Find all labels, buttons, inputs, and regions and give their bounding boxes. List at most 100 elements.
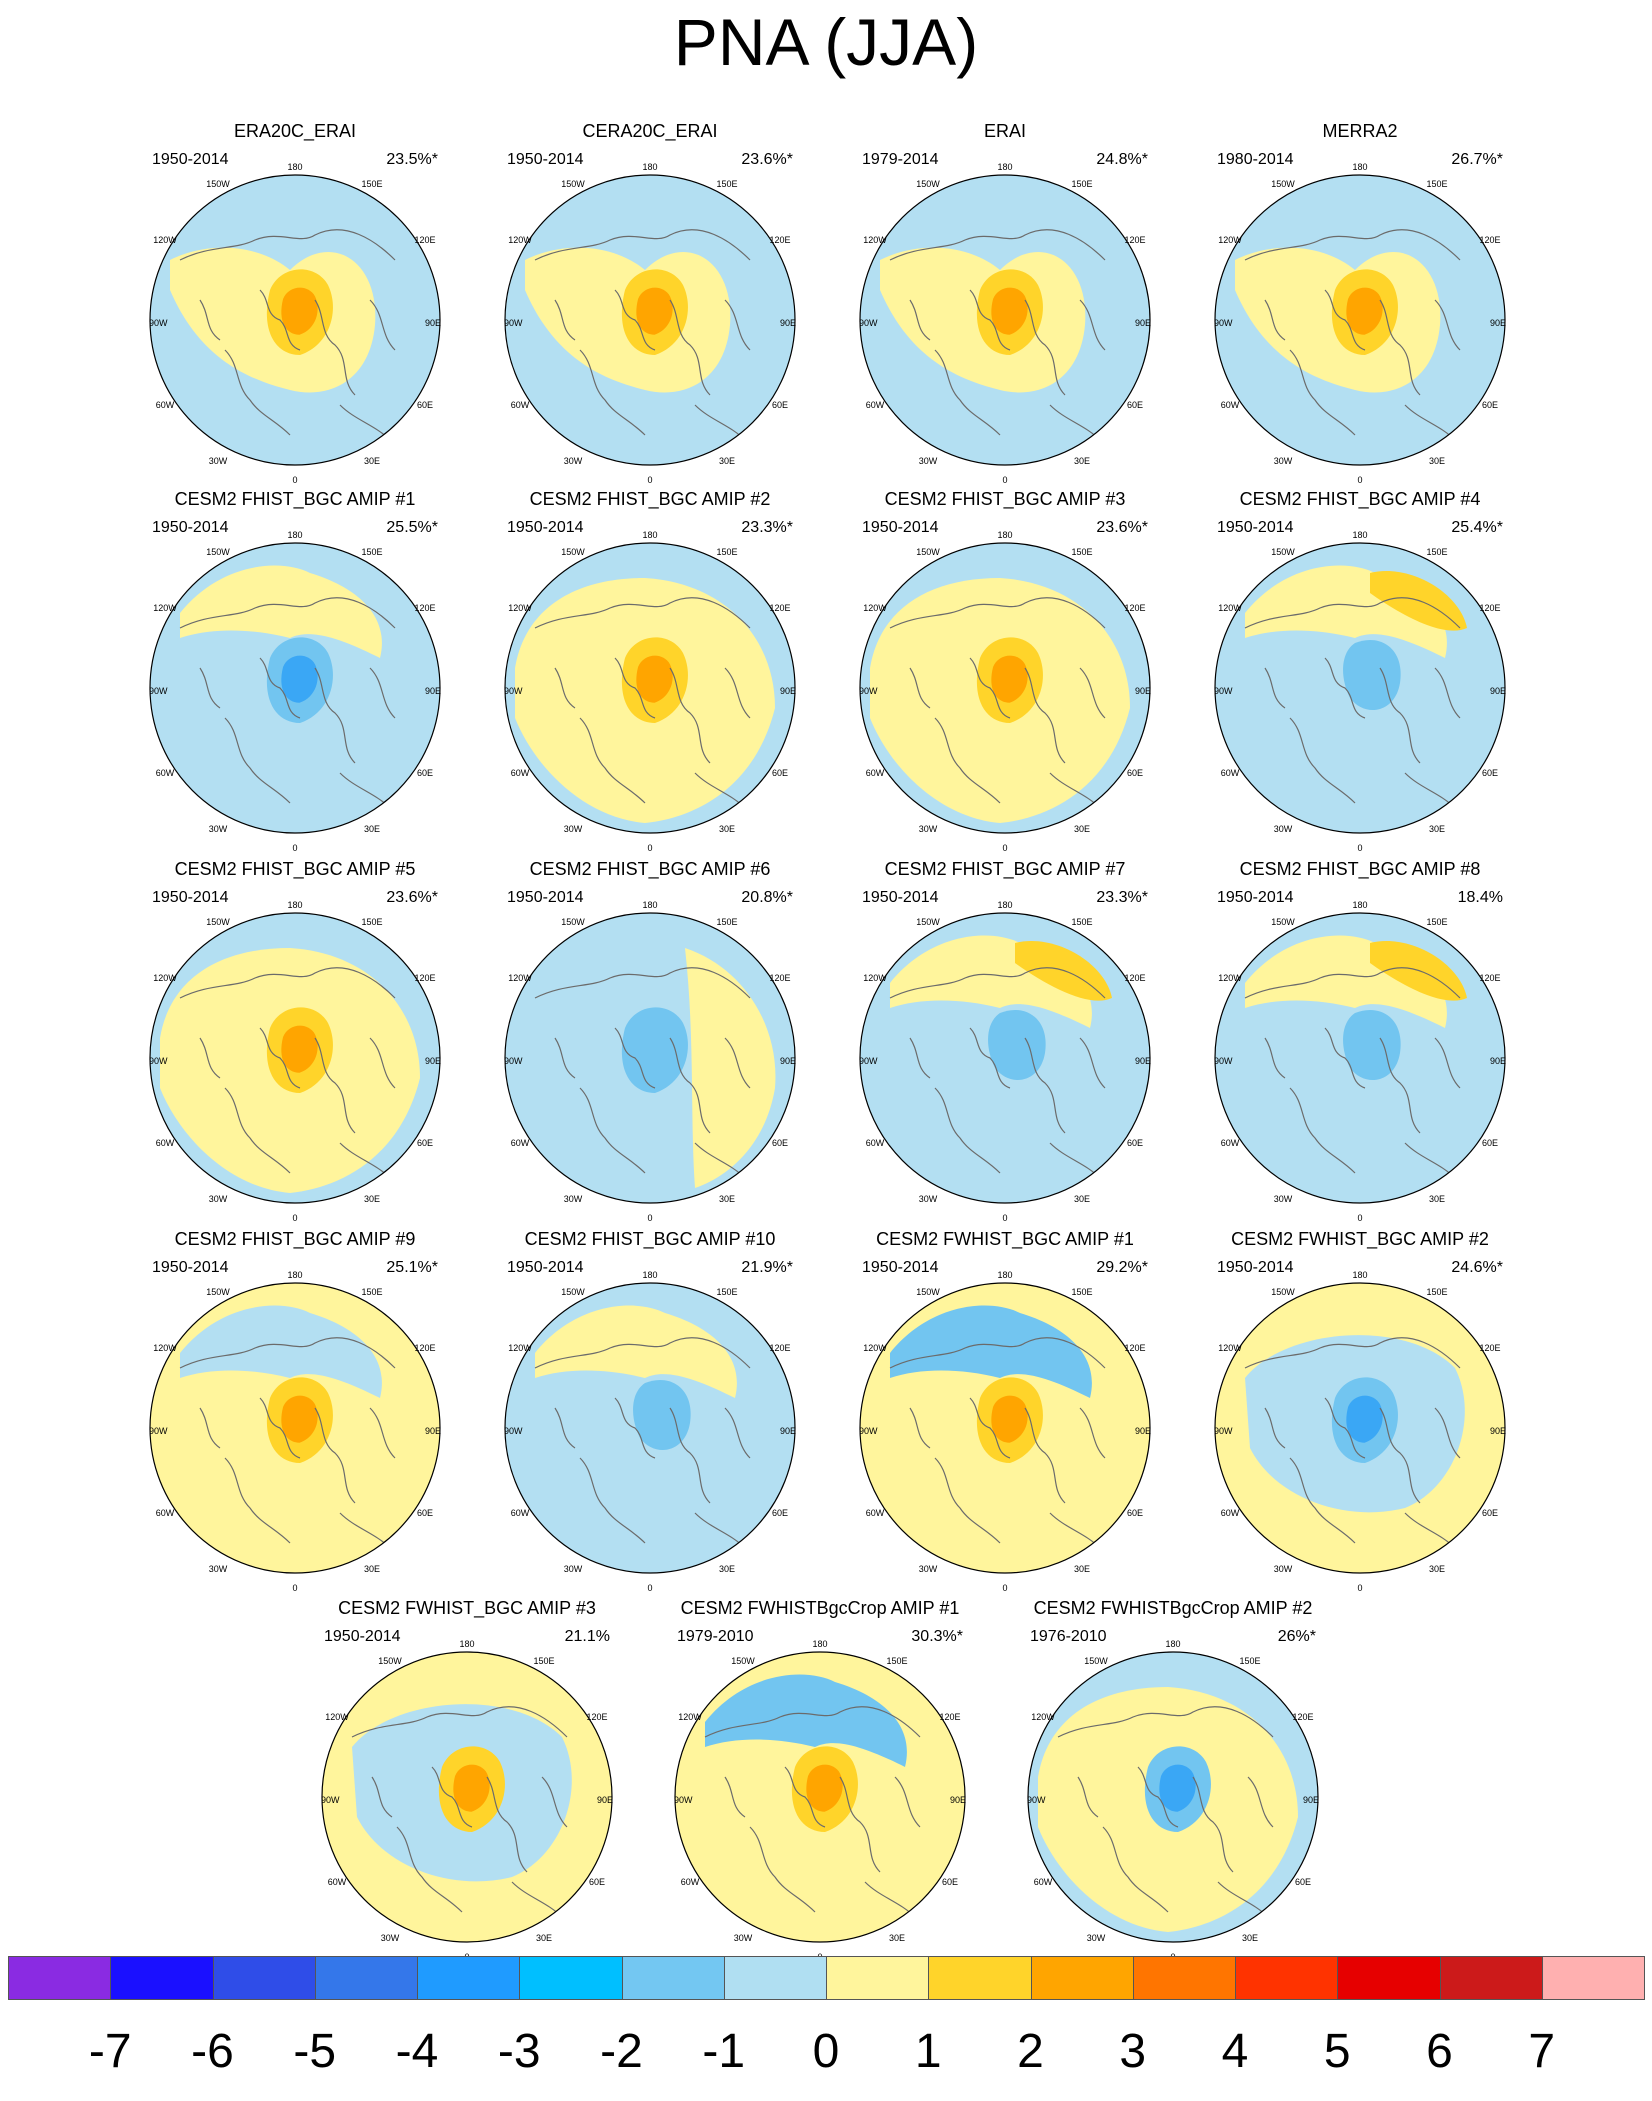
longitude-label: 60W bbox=[156, 400, 175, 410]
longitude-label: 150E bbox=[1426, 1287, 1447, 1297]
coastline bbox=[1289, 717, 1356, 804]
coastline bbox=[199, 1037, 221, 1079]
panel-variance: 23.6%* bbox=[386, 889, 438, 906]
coastline bbox=[179, 1337, 396, 1369]
coastline bbox=[1244, 597, 1461, 629]
panel-variance: 21.9%* bbox=[741, 1259, 793, 1276]
longitude-label: 60E bbox=[589, 1877, 605, 1887]
coastline bbox=[1434, 299, 1461, 351]
anomaly-contour bbox=[636, 287, 673, 335]
panel-period: 1950-2014 bbox=[862, 519, 939, 536]
longitude-label: 0 bbox=[1357, 843, 1362, 853]
longitude-label: 120E bbox=[1479, 973, 1500, 983]
panel-title: CESM2 FWHIST_BGC AMIP #1 bbox=[876, 1229, 1134, 1249]
colorbar-tick-label: -7 bbox=[88, 2025, 132, 2078]
polar-map: 180 150W 150E 120W 120E 90W 90E 60W 60E 30W 30E 0 bbox=[149, 1270, 441, 1593]
longitude-label: 150E bbox=[533, 1656, 554, 1666]
longitude-label: 180 bbox=[287, 1270, 302, 1280]
longitude-label: 90W bbox=[504, 686, 523, 696]
coastline bbox=[314, 299, 356, 396]
polar-map: 180 150W 150E 120W 120E 90W 90E 60W 60E 30W 30E 0 bbox=[1214, 530, 1506, 853]
map-border bbox=[1214, 1282, 1506, 1574]
longitude-label: 90W bbox=[859, 1056, 878, 1066]
longitude-label: 150W bbox=[206, 917, 230, 927]
coastline bbox=[224, 717, 291, 804]
longitude-label: 30E bbox=[364, 824, 380, 834]
map-border bbox=[1214, 912, 1506, 1204]
colorbar-swatch bbox=[110, 1956, 214, 2000]
longitude-label: 60E bbox=[1482, 768, 1498, 778]
longitude-label: 120W bbox=[863, 1343, 887, 1353]
longitude-label: 90E bbox=[780, 1426, 796, 1436]
longitude-label: 120W bbox=[863, 603, 887, 613]
coastline bbox=[1434, 667, 1461, 719]
coastline bbox=[669, 667, 711, 764]
longitude-label: 120W bbox=[508, 1343, 532, 1353]
longitude-label: 180 bbox=[1352, 1270, 1367, 1280]
panel-variance: 21.1% bbox=[564, 1628, 610, 1645]
coastline bbox=[889, 967, 1106, 999]
coastline bbox=[224, 1087, 291, 1174]
coastline bbox=[314, 1407, 356, 1504]
coastline bbox=[1434, 1037, 1461, 1089]
panel-variance: 23.6%* bbox=[741, 151, 793, 168]
coastline bbox=[179, 967, 396, 999]
panel-title: CERA20C_ERAI bbox=[582, 121, 718, 141]
longitude-label: 30E bbox=[1074, 824, 1090, 834]
anomaly-contour bbox=[890, 1305, 1092, 1398]
coastline bbox=[179, 597, 396, 629]
coastline bbox=[369, 299, 396, 351]
longitude-label: 0 bbox=[1002, 475, 1007, 485]
longitude-label: 30E bbox=[1074, 1564, 1090, 1574]
coastline bbox=[1244, 967, 1461, 999]
coastline bbox=[369, 1037, 396, 1089]
longitude-label: 150E bbox=[1239, 1656, 1260, 1666]
longitude-label: 90E bbox=[425, 686, 441, 696]
longitude-label: 90W bbox=[1214, 1426, 1233, 1436]
panel-variance: 25.1%* bbox=[386, 1259, 438, 1276]
longitude-label: 120W bbox=[1218, 603, 1242, 613]
anomaly-contour bbox=[621, 1007, 688, 1093]
map-border bbox=[504, 912, 796, 1204]
longitude-label: 150W bbox=[731, 1656, 755, 1666]
coastline bbox=[1379, 299, 1421, 396]
panel-title: CESM2 FHIST_BGC AMIP #7 bbox=[884, 859, 1126, 879]
longitude-label: 180 bbox=[642, 162, 657, 172]
panel-variance: 26.7%* bbox=[1451, 151, 1503, 168]
coastline bbox=[724, 667, 751, 719]
coastline bbox=[259, 289, 301, 351]
longitude-label: 90W bbox=[859, 318, 878, 328]
coastline bbox=[224, 349, 291, 436]
longitude-label: 60E bbox=[1482, 1138, 1498, 1148]
polar-map: 180 150W 150E 120W 120E 90W 90E 60W 60E 30W 30E 0 bbox=[504, 1270, 796, 1593]
map-panel: CESM2 FHIST_BGC AMIP #10 180 150W 150E 120W 1… bbox=[495, 1228, 805, 1608]
longitude-label: 150E bbox=[1426, 547, 1447, 557]
panel-variance: 25.5%* bbox=[386, 519, 438, 536]
longitude-label: 150E bbox=[1071, 917, 1092, 927]
panel-title: CESM2 FWHIST_BGC AMIP #3 bbox=[338, 1598, 596, 1618]
map-border bbox=[149, 912, 441, 1204]
colorbar-swatch bbox=[8, 1956, 112, 2000]
longitude-label: 60W bbox=[866, 1508, 885, 1518]
panel-title: CESM2 FWHISTBgcCrop AMIP #1 bbox=[680, 1598, 960, 1618]
coastline bbox=[1024, 299, 1066, 396]
coastline bbox=[1024, 1407, 1066, 1504]
longitude-label: 90W bbox=[149, 1056, 168, 1066]
longitude-label: 90E bbox=[1490, 1426, 1506, 1436]
polar-map: 180 150W 150E 120W 120E 90W 90E 60W 60E 30W 30E 0 bbox=[859, 162, 1151, 485]
map-border bbox=[1214, 542, 1506, 834]
longitude-label: 60E bbox=[417, 1138, 433, 1148]
map-panel: CESM2 FWHIST_BGC AMIP #2 180 150W 150E 120W 1… bbox=[1205, 1228, 1515, 1608]
longitude-label: 150E bbox=[716, 547, 737, 557]
map-border bbox=[504, 542, 796, 834]
longitude-label: 30W bbox=[1274, 1194, 1293, 1204]
longitude-label: 60E bbox=[1482, 400, 1498, 410]
longitude-label: 150E bbox=[886, 1656, 907, 1666]
map-panel: CESM2 FWHISTBgcCrop AMIP #1 180 150W 150E 12… bbox=[665, 1597, 975, 1977]
longitude-label: 0 bbox=[1357, 475, 1362, 485]
coastline bbox=[199, 667, 221, 709]
anomaly-contour bbox=[281, 287, 318, 335]
longitude-label: 60E bbox=[772, 400, 788, 410]
longitude-label: 90W bbox=[859, 686, 878, 696]
colorbar-tick-label: 4 bbox=[1221, 2025, 1249, 2078]
